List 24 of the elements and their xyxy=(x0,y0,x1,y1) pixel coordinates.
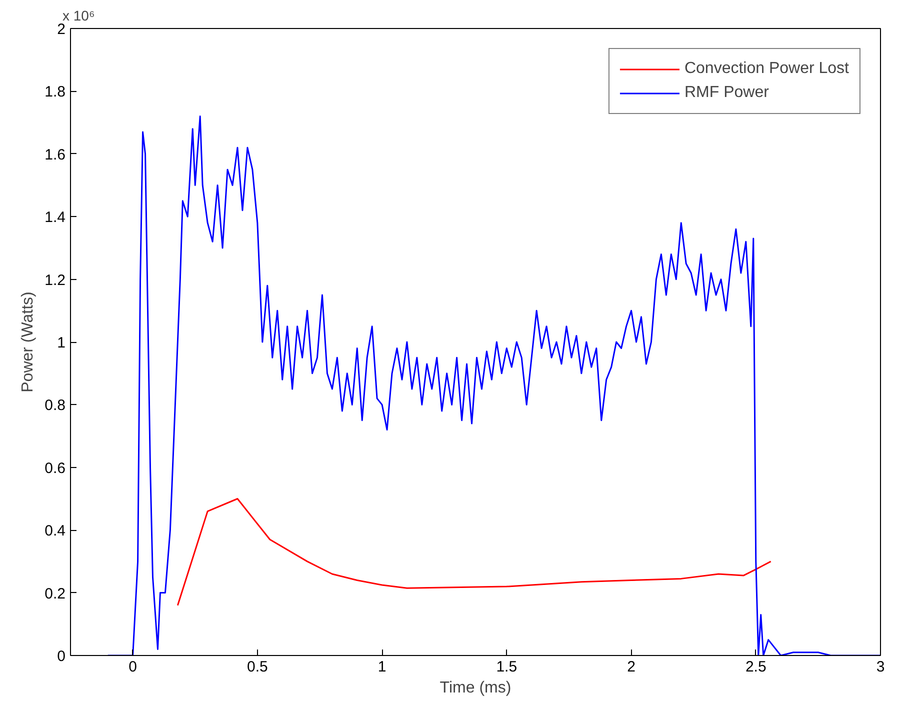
y-tick-label: 1.8 xyxy=(44,84,66,101)
y-tick-label: 1.4 xyxy=(44,209,66,226)
line-series xyxy=(176,498,772,606)
y-tick-label: 2 xyxy=(57,21,66,38)
legend-label: Convection Power Lost xyxy=(684,60,849,78)
x-tick-label: 1.5 xyxy=(496,658,518,676)
y-tick-label: 0.8 xyxy=(44,397,66,414)
x-tick-label: 0.5 xyxy=(246,658,268,676)
y-tick-label: 1 xyxy=(57,334,66,352)
y-tick-label: 0.2 xyxy=(44,585,66,602)
legend-label: RMF Power xyxy=(684,84,769,102)
x-tick-label: 0 xyxy=(128,658,137,676)
y-tick-label: 1.6 xyxy=(44,146,66,164)
y-tick-label: 1.2 xyxy=(44,272,66,289)
y-tick-label: 0 xyxy=(57,648,66,665)
y-tick-label: 0.6 xyxy=(44,460,66,477)
x-tick-label: 1 xyxy=(378,658,386,676)
y-tick-label: 0.4 xyxy=(44,522,66,540)
y-axis-title: Power (Watts) xyxy=(20,292,37,392)
x-tick-label: 2 xyxy=(627,658,636,676)
x-axis-title: Time (ms) xyxy=(440,680,512,696)
x-tick-label: 3 xyxy=(876,658,885,676)
x-tick-label: 2.5 xyxy=(745,658,766,676)
text: x 10⁶ xyxy=(62,8,95,24)
